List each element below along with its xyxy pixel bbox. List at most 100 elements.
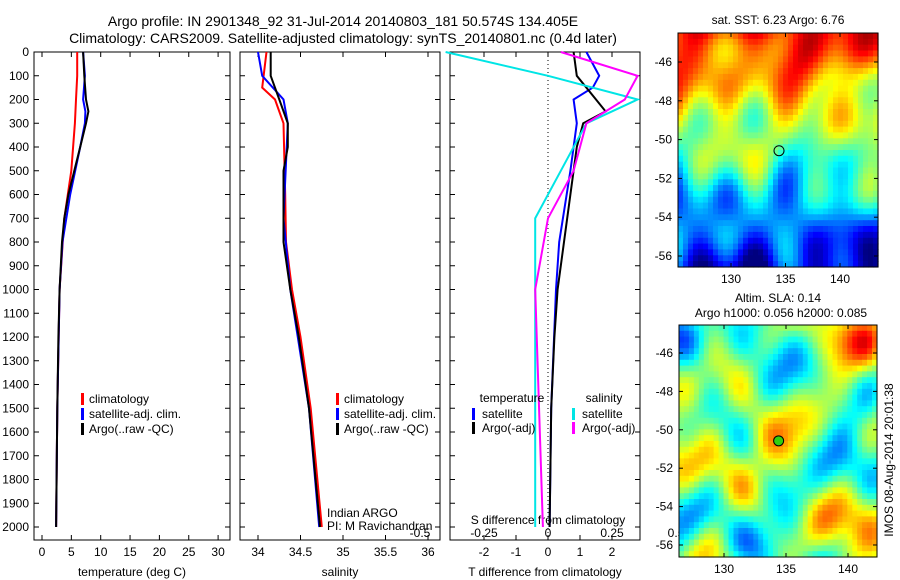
map-cell: [748, 452, 754, 459]
map-cell: [713, 452, 720, 459]
map-cell: [758, 452, 764, 459]
map-cell: [857, 342, 863, 349]
map-cell: [773, 196, 779, 204]
map-cell: [743, 79, 749, 87]
map-cell: [743, 330, 749, 338]
map-cell: [763, 208, 769, 215]
map-cell: [684, 499, 690, 506]
map-cell: [743, 348, 749, 355]
map-cell: [718, 510, 725, 517]
map-cell: [684, 406, 690, 413]
map-cell: [843, 150, 849, 157]
map-cell: [763, 68, 769, 75]
map-cell: [853, 132, 859, 139]
map-cell: [713, 114, 719, 122]
map-cell: [733, 400, 740, 407]
map-cell: [872, 348, 878, 355]
map-cell: [857, 365, 863, 372]
map-cell: [868, 138, 874, 145]
map-cell: [833, 208, 839, 215]
map-cell: [812, 348, 819, 355]
map-cell: [847, 342, 853, 349]
map-cell: [698, 499, 705, 506]
map-cell: [693, 359, 700, 367]
argo-position-marker: [773, 145, 785, 157]
map-cell: [768, 446, 774, 454]
map-cell: [783, 528, 789, 535]
map-cell: [748, 475, 754, 483]
map-cell: [713, 255, 719, 262]
map-cell: [743, 38, 749, 46]
map-cell: [703, 325, 710, 332]
map-cell: [708, 173, 714, 180]
map-cell: [778, 510, 784, 517]
map-cell: [832, 336, 839, 343]
map-cell: [843, 62, 849, 69]
map-cell: [753, 208, 759, 215]
map-cell: [748, 487, 754, 494]
map-cell: [693, 167, 699, 174]
map-cell: [778, 150, 784, 157]
map-cell: [683, 226, 689, 233]
map-cell: [683, 126, 689, 134]
map-cell: [723, 126, 729, 134]
map-cell: [832, 423, 839, 430]
map-cell: [847, 383, 853, 390]
map-cell: [728, 383, 735, 390]
map-cell: [738, 220, 744, 227]
map-cell: [832, 400, 839, 407]
map-cell: [723, 377, 730, 384]
map-cell: [843, 144, 849, 151]
map-cell: [684, 400, 690, 407]
map-cell: [832, 464, 839, 471]
map-cell: [773, 33, 779, 40]
map-cell: [778, 132, 784, 139]
map-cell: [837, 371, 843, 378]
map-cell: [693, 342, 700, 349]
map-cell: [853, 114, 859, 122]
map-cell: [738, 499, 744, 506]
map-cell: [688, 38, 694, 46]
annotation-line1: Indian ARGO: [327, 506, 398, 520]
map-cell: [708, 196, 714, 204]
map-cell: [758, 533, 764, 541]
map-cell: [738, 261, 744, 268]
map-cell: [773, 452, 779, 459]
map-cell: [758, 38, 764, 46]
map-cell: [847, 458, 853, 465]
map-cell: [743, 150, 749, 157]
map-cell: [787, 330, 794, 338]
map-cell: [688, 56, 694, 63]
map-cell: [852, 377, 858, 384]
map-cell: [838, 126, 844, 134]
map-cell: [698, 464, 705, 471]
map-cell: [778, 464, 784, 471]
map-cell: [678, 202, 684, 210]
map-cell: [733, 114, 739, 122]
map-cell: [863, 33, 869, 40]
map-cell: [803, 231, 809, 239]
map-cell: [842, 406, 848, 413]
map-cell: [718, 458, 725, 465]
map-cell: [698, 167, 704, 174]
map-cell: [753, 91, 759, 98]
map-cell: [683, 190, 689, 198]
map-cell: [783, 464, 789, 471]
map-cell: [863, 79, 869, 87]
map-cell: [738, 551, 744, 558]
map-cell: [852, 388, 858, 396]
map-cell: [778, 73, 784, 81]
map-cell: [848, 261, 854, 268]
map-cell: [793, 243, 799, 251]
map-cell: [708, 237, 714, 245]
map-cell: [748, 429, 754, 436]
map-cell: [828, 79, 834, 87]
map-cell: [838, 196, 844, 204]
map-cell: [713, 85, 719, 93]
map-cell: [733, 406, 740, 413]
map-cell: [718, 400, 725, 407]
map-cell: [678, 255, 684, 262]
map-cell: [802, 325, 809, 332]
map-cell: [679, 516, 685, 523]
map-cell: [837, 359, 843, 367]
